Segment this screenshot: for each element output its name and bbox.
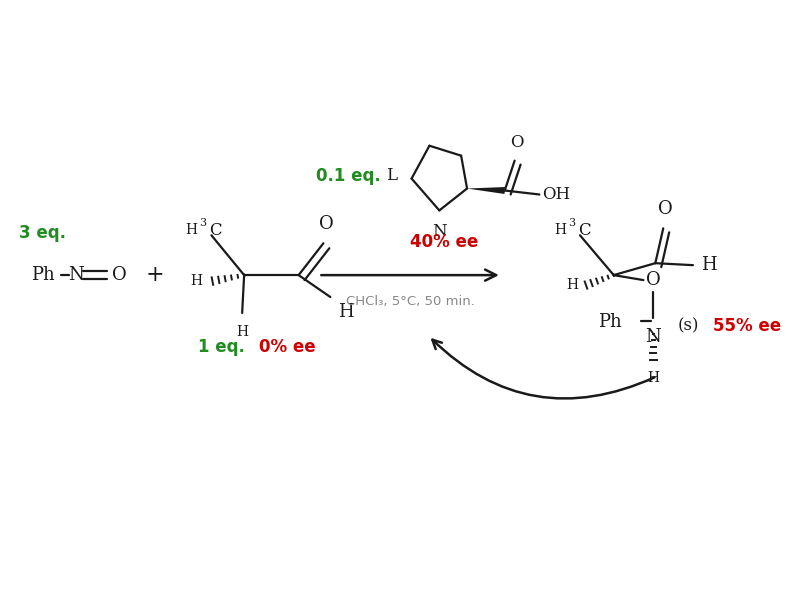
Text: OH: OH [542,186,570,203]
Text: H: H [190,274,202,288]
Text: N: N [432,223,446,241]
Text: CHCl₃, 5°C, 50 min.: CHCl₃, 5°C, 50 min. [346,295,474,308]
Text: H: H [554,223,566,238]
Text: 3 eq.: 3 eq. [19,224,66,242]
Text: 55% ee: 55% ee [713,317,781,335]
Text: Ph: Ph [598,313,622,331]
Text: C: C [210,222,222,239]
Text: H: H [236,325,248,339]
Text: O: O [658,200,673,218]
Text: H: H [566,278,578,292]
Text: H: H [186,223,198,238]
Text: H: H [647,371,659,385]
Text: 1 eq.: 1 eq. [198,338,245,356]
Text: N: N [68,266,83,284]
Text: 3: 3 [568,218,575,229]
Text: O: O [319,215,334,233]
Text: Ph: Ph [31,266,55,284]
Text: N: N [646,328,662,346]
Text: O: O [646,271,661,289]
Text: O: O [112,266,127,284]
Text: H: H [701,256,717,274]
Text: +: + [146,264,164,286]
Text: 40% ee: 40% ee [410,233,478,251]
Polygon shape [467,187,505,194]
Text: 0.1 eq.: 0.1 eq. [317,167,382,185]
Text: L: L [386,167,397,184]
Text: C: C [578,222,590,239]
Text: O: O [510,134,523,151]
Text: H: H [338,303,354,321]
Text: 3: 3 [199,218,206,229]
Text: (s): (s) [678,317,700,334]
FancyArrowPatch shape [433,340,654,398]
Text: 0% ee: 0% ee [259,338,316,356]
